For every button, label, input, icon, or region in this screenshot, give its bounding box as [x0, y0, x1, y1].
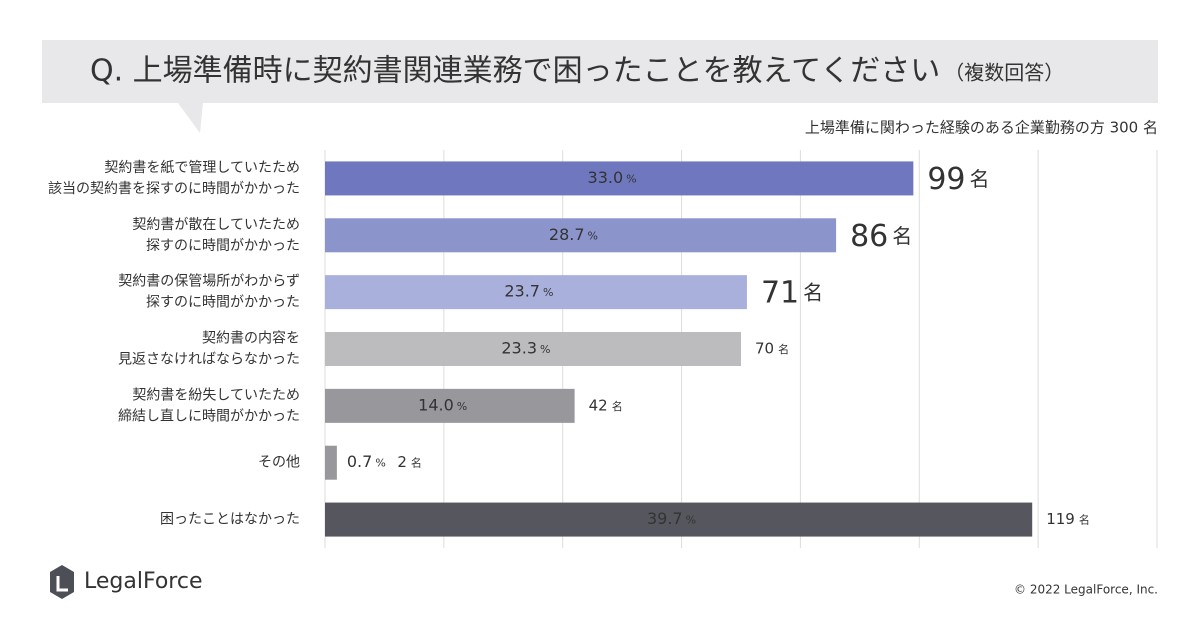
title-box — [42, 40, 1158, 133]
category-label: 締結し直しに時間がかかった — [118, 407, 300, 424]
bar — [325, 275, 747, 310]
count-label: 2 — [397, 453, 407, 471]
count-label: 71 — [761, 276, 799, 311]
percent-label: 23.7 — [504, 282, 540, 301]
count-label: 42 — [589, 396, 608, 414]
count-label: 86 — [850, 219, 888, 254]
count-label: 119 — [1046, 510, 1075, 528]
category-label: 契約書を紙で管理していたため — [104, 160, 300, 176]
category-label: 契約書の保管場所がわからず — [118, 274, 300, 290]
percent-label: 14.0 — [418, 395, 454, 414]
percent-label: 23.3 — [501, 339, 537, 358]
count-unit: 名 — [612, 399, 623, 413]
percent-label: 33.0 — [588, 168, 624, 187]
percent-unit: % — [626, 172, 636, 185]
category-label: 見返さなければならなかった — [118, 352, 300, 368]
subtitle: 上場準備に関わった経験のある企業勤務の方 300 名 — [805, 119, 1158, 137]
category-label: 探すのに時間がかかった — [146, 295, 300, 311]
percent-label: 0.7 — [347, 452, 372, 471]
title-note: （複数回答） — [944, 61, 1064, 85]
count-unit: 名 — [1079, 513, 1090, 527]
percent-unit: % — [540, 343, 550, 356]
percent-label: 39.7 — [647, 509, 683, 528]
category-label: 該当の契約書を探すのに時間がかかった — [48, 181, 300, 197]
percent-unit: % — [375, 457, 385, 470]
count-unit: 名 — [970, 167, 990, 191]
copyright: © 2022 LegalForce, Inc. — [1014, 583, 1158, 597]
count-label: 99 — [927, 162, 965, 197]
category-label: 探すのに時間がかかった — [146, 238, 300, 254]
bar — [325, 332, 741, 366]
logo: LegalForce — [84, 569, 203, 594]
bar — [325, 388, 575, 423]
count-unit: 名 — [892, 224, 912, 248]
bar — [325, 218, 837, 253]
percent-unit: % — [686, 514, 696, 527]
logo-icon — [50, 565, 74, 599]
category-label: 契約書の内容を — [202, 330, 300, 347]
percent-unit: % — [588, 229, 598, 242]
category-label: 契約書が散在していたため — [132, 217, 300, 233]
bar — [325, 161, 914, 196]
category-label: 困ったことはなかった — [160, 512, 300, 528]
count-unit: 名 — [411, 456, 422, 470]
percent-unit: % — [457, 400, 467, 413]
category-label: 契約書を紛失していたため — [132, 387, 300, 403]
count-label: 70 — [755, 340, 774, 358]
chart-title: Q. 上場準備時に契約書関連業務で困ったことを教えてください — [90, 54, 940, 89]
category-label: その他 — [258, 455, 300, 471]
bar — [325, 445, 337, 480]
bar — [325, 502, 1033, 537]
percent-label: 28.7 — [549, 225, 585, 244]
count-unit: 名 — [778, 342, 789, 356]
count-unit: 名 — [803, 281, 823, 305]
percent-unit: % — [543, 286, 553, 299]
